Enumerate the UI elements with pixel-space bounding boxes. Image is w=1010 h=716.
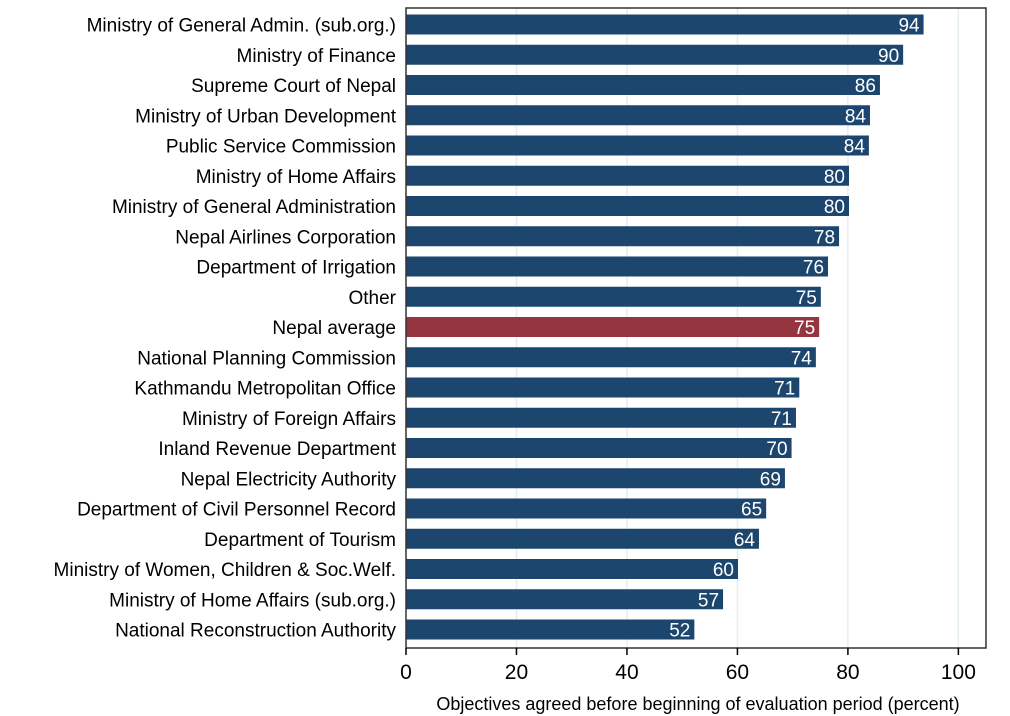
bar (406, 438, 792, 458)
value-label: 90 (878, 46, 899, 67)
value-label: 80 (824, 197, 845, 218)
value-label: 75 (794, 318, 815, 339)
bar (406, 14, 924, 35)
value-label: 94 (898, 16, 920, 37)
value-label: 75 (796, 288, 817, 309)
value-label: 74 (791, 348, 813, 369)
value-label: 70 (766, 439, 787, 460)
category-label: Ministry of Urban Development (135, 106, 397, 127)
bar (406, 528, 759, 549)
category-label: Inland Revenue Department (158, 439, 396, 460)
category-label: Ministry of Home Affairs (196, 167, 396, 188)
plot-frame (405, 7, 987, 649)
value-label: 80 (824, 167, 845, 188)
bar (406, 286, 821, 307)
bar (406, 196, 850, 216)
category-label: Kathmandu Metropolitan Office (134, 379, 396, 400)
category-label: National Planning Commission (137, 348, 396, 369)
x-tick-label: 60 (726, 661, 749, 684)
bar (406, 559, 738, 579)
category-label: Other (348, 288, 396, 309)
bar (406, 226, 840, 247)
bars (406, 14, 924, 640)
bar (406, 468, 785, 489)
category-label: Nepal average (272, 318, 396, 339)
bar (406, 105, 870, 126)
category-label: Ministry of Finance (237, 46, 396, 67)
value-label: 84 (844, 137, 866, 158)
value-label: 71 (774, 379, 795, 400)
category-label: Public Service Commission (166, 137, 396, 158)
value-label: 84 (845, 106, 867, 127)
category-label: Nepal Electricity Authority (181, 469, 397, 490)
category-label: Department of Civil Personnel Record (77, 500, 396, 521)
category-label: Ministry of Women, Children & Soc.Welf. (54, 560, 396, 581)
category-label: National Reconstruction Authority (115, 621, 396, 642)
bar-highlight (406, 317, 820, 337)
value-label: 76 (803, 258, 824, 279)
x-tick-label: 40 (615, 661, 638, 684)
category-label: Department of Tourism (204, 530, 396, 551)
x-tick-label: 20 (505, 661, 528, 684)
bar (406, 498, 767, 519)
bar (406, 619, 695, 640)
x-axis-title: Objectives agreed before beginning of ev… (436, 694, 959, 714)
value-label: 65 (741, 500, 762, 521)
value-label: 86 (855, 76, 876, 97)
bar (406, 256, 829, 277)
bar (406, 377, 800, 398)
category-labels: Ministry of General Admin. (sub.org.) Min… (54, 16, 397, 642)
category-label: Nepal Airlines Corporation (175, 227, 396, 248)
bar (406, 347, 816, 368)
category-label: Ministry of General Administration (112, 197, 396, 218)
x-tick-label: 80 (836, 661, 859, 684)
bar (406, 135, 869, 156)
x-tick-label: 0 (400, 661, 412, 684)
bar (406, 407, 796, 428)
value-label: 60 (713, 560, 734, 581)
category-label: Ministry of Foreign Affairs (182, 409, 396, 430)
value-label: 64 (734, 530, 756, 551)
x-tick-label: 100 (941, 661, 976, 684)
value-label: 69 (760, 469, 781, 490)
bar (406, 165, 850, 186)
x-axis-ticks: 0 20 40 60 80 100 (400, 648, 976, 684)
category-label: Ministry of Home Affairs (sub.org.) (109, 590, 396, 611)
value-label: 71 (771, 409, 792, 430)
category-label: Supreme Court of Nepal (191, 76, 396, 97)
category-label: Ministry of General Admin. (sub.org.) (87, 16, 396, 37)
value-label: 52 (669, 621, 690, 642)
value-label: 57 (698, 590, 719, 611)
bar (406, 44, 904, 65)
category-label: Department of Irrigation (196, 258, 396, 279)
value-label: 78 (814, 227, 835, 248)
bar (406, 589, 724, 610)
bar (406, 75, 880, 95)
